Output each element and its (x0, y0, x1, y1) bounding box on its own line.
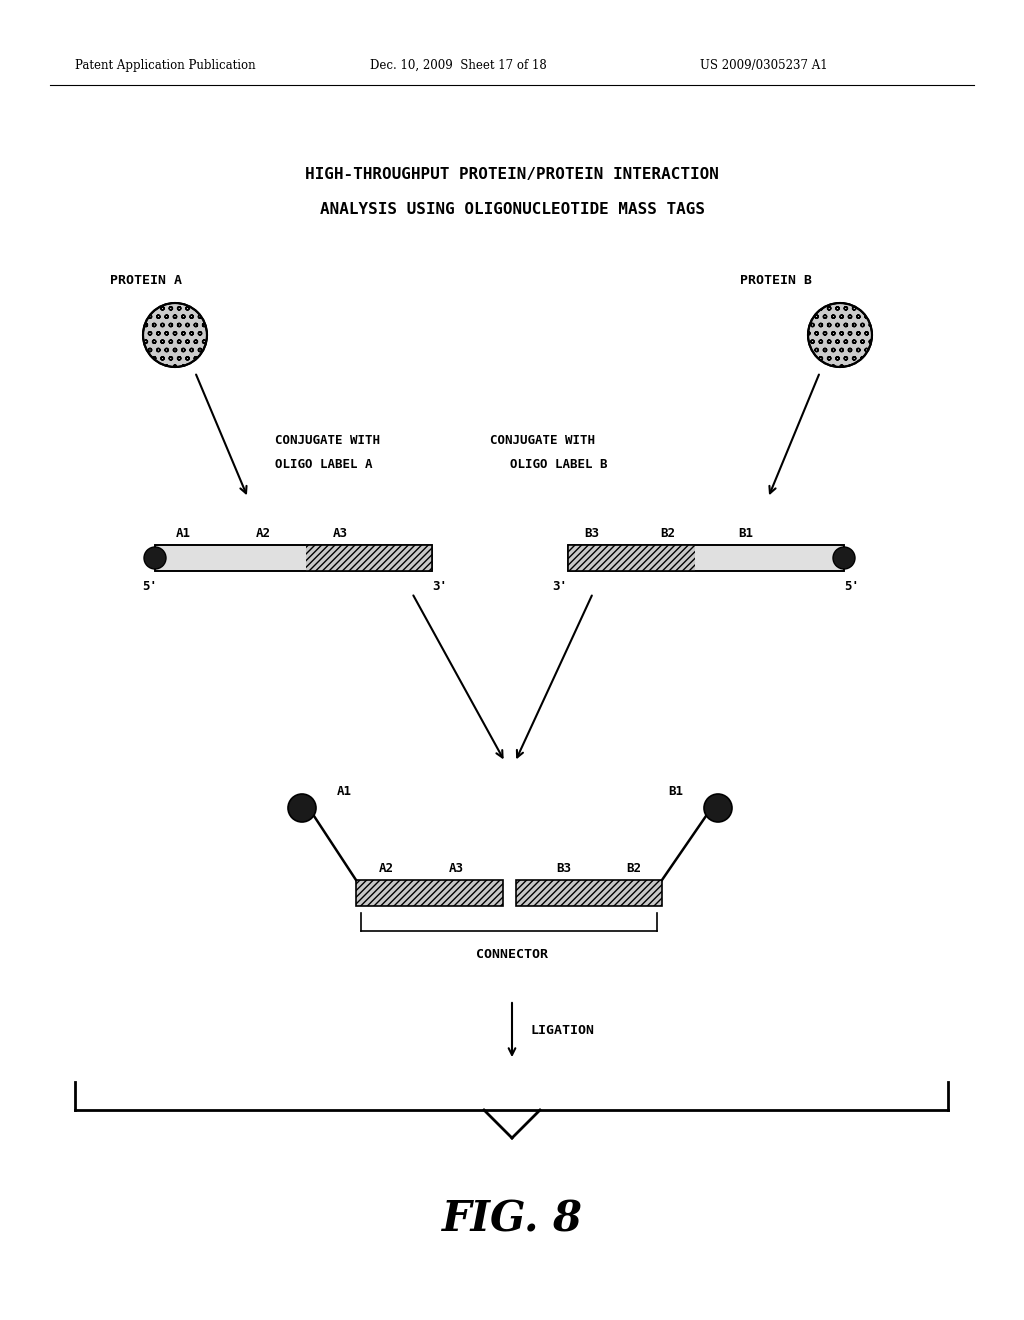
Circle shape (808, 304, 872, 367)
Text: A1: A1 (175, 527, 190, 540)
Bar (356, 880, 503, 906)
Bar (155, 545, 432, 572)
Text: B1: B1 (738, 527, 754, 540)
Text: FIG. 8: FIG. 8 (441, 1199, 583, 1241)
Text: B2: B2 (660, 527, 676, 540)
Text: OLIGO LABEL B: OLIGO LABEL B (510, 458, 607, 471)
Bar (306, 545, 432, 572)
Bar (568, 545, 844, 572)
Bar (155, 545, 432, 572)
Text: US 2009/0305237 A1: US 2009/0305237 A1 (700, 58, 827, 71)
Bar (568, 545, 695, 572)
Text: A1: A1 (337, 785, 352, 799)
Text: B3: B3 (585, 527, 599, 540)
Text: Dec. 10, 2009  Sheet 17 of 18: Dec. 10, 2009 Sheet 17 of 18 (370, 58, 547, 71)
Text: PROTEIN A: PROTEIN A (110, 273, 182, 286)
Text: CONJUGATE WITH: CONJUGATE WITH (490, 433, 595, 446)
Text: A3: A3 (449, 862, 464, 875)
Text: B1: B1 (668, 785, 683, 799)
Circle shape (144, 546, 166, 569)
Text: A2: A2 (379, 862, 393, 875)
Text: B2: B2 (627, 862, 641, 875)
Text: B3: B3 (556, 862, 571, 875)
Text: 3': 3' (432, 579, 447, 593)
Text: CONJUGATE WITH: CONJUGATE WITH (275, 433, 380, 446)
Text: OLIGO LABEL A: OLIGO LABEL A (275, 458, 373, 471)
Text: LIGATION: LIGATION (530, 1023, 594, 1036)
Circle shape (705, 795, 732, 822)
Bar (568, 545, 844, 572)
Text: CONNECTOR: CONNECTOR (476, 948, 548, 961)
Text: 5': 5' (142, 579, 158, 593)
Text: PROTEIN B: PROTEIN B (740, 273, 812, 286)
Text: 5': 5' (845, 579, 859, 593)
Circle shape (833, 546, 855, 569)
Text: HIGH-THROUGHPUT PROTEIN/PROTEIN INTERACTION: HIGH-THROUGHPUT PROTEIN/PROTEIN INTERACT… (305, 168, 719, 182)
Circle shape (288, 795, 316, 822)
Text: 3': 3' (553, 579, 567, 593)
Text: A3: A3 (333, 527, 347, 540)
Text: A2: A2 (256, 527, 270, 540)
Text: ANALYSIS USING OLIGONUCLEOTIDE MASS TAGS: ANALYSIS USING OLIGONUCLEOTIDE MASS TAGS (319, 202, 705, 218)
Circle shape (143, 304, 207, 367)
Text: Patent Application Publication: Patent Application Publication (75, 58, 256, 71)
Bar (516, 880, 662, 906)
